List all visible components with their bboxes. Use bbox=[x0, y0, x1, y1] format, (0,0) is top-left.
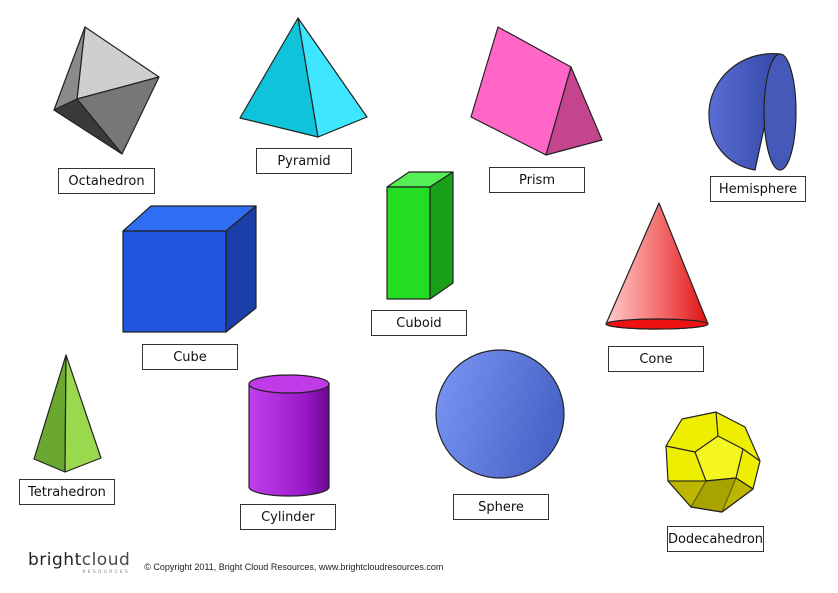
cube-shape bbox=[122, 205, 257, 333]
sphere-label: Sphere bbox=[453, 494, 549, 520]
tetrahedron-label: Tetrahedron bbox=[19, 479, 115, 505]
pyramid-label: Pyramid bbox=[256, 148, 352, 174]
logo-bright-text: bright bbox=[28, 550, 82, 570]
hemisphere-shape bbox=[708, 53, 797, 171]
cone-shape bbox=[605, 202, 709, 330]
prism-shape bbox=[470, 26, 603, 156]
cuboid-label: Cuboid bbox=[371, 310, 467, 336]
cuboid-shape bbox=[386, 171, 454, 300]
dodecahedron-shape bbox=[665, 411, 761, 513]
cylinder-shape bbox=[248, 374, 330, 497]
prism-label: Prism bbox=[489, 167, 585, 193]
tetrahedron-shape bbox=[33, 354, 102, 473]
cylinder-label: Cylinder bbox=[240, 504, 336, 530]
octahedron-label: Octahedron bbox=[58, 168, 155, 194]
cube-label: Cube bbox=[142, 344, 238, 370]
cone-label: Cone bbox=[608, 346, 704, 372]
logo-sub-text: RESOURCES bbox=[82, 569, 131, 574]
footer: brightcloud RESOURCES © Copyright 2011, … bbox=[28, 546, 443, 574]
octahedron-shape bbox=[53, 26, 160, 155]
dodecahedron-label: Dodecahedron bbox=[667, 526, 764, 552]
pyramid-shape bbox=[239, 17, 368, 138]
copyright-text: © Copyright 2011, Bright Cloud Resources… bbox=[144, 562, 444, 572]
logo-cloud-text: cloud bbox=[81, 550, 131, 570]
sphere-shape bbox=[435, 349, 565, 479]
brightcloud-logo: brightcloud RESOURCES bbox=[28, 552, 130, 574]
hemisphere-label: Hemisphere bbox=[710, 176, 806, 202]
